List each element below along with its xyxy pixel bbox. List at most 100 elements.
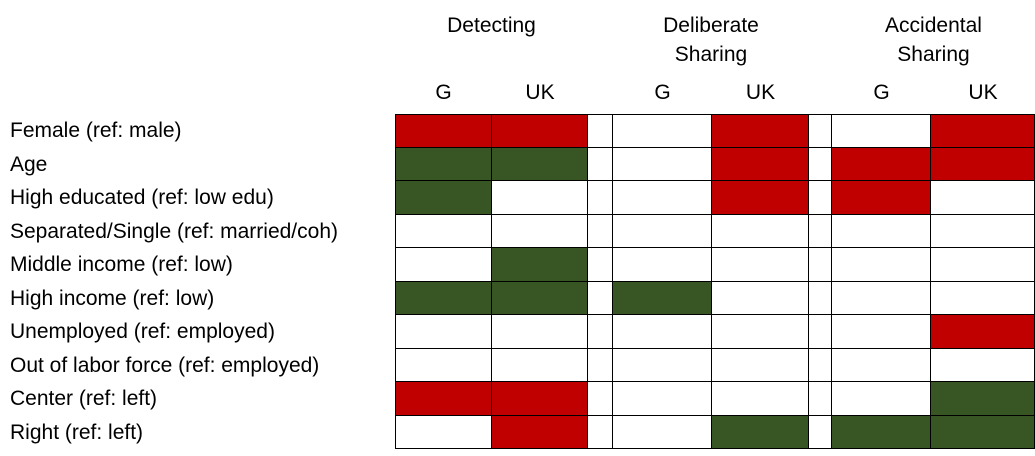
heatmap-cell <box>832 315 931 349</box>
heatmap-cell <box>832 114 931 148</box>
spacer-cell <box>809 382 832 416</box>
heatmap-cell <box>492 382 588 416</box>
group-header-deliberate-sharing: Deliberate Sharing <box>613 6 809 72</box>
heatmap-cell <box>492 281 588 315</box>
heatmap-cell <box>832 181 931 215</box>
row-label: Right (ref: left) <box>10 420 144 444</box>
spacer-cell <box>809 214 832 248</box>
heatmap-cell <box>712 147 809 181</box>
group-header-detecting: Detecting <box>395 6 588 72</box>
heatmap-cell <box>395 147 492 181</box>
heatmap-cell <box>492 348 588 382</box>
heatmap-cell <box>613 114 712 148</box>
heatmap-cell <box>613 382 712 416</box>
heatmap-cell <box>613 415 712 449</box>
spacer-cell <box>588 114 613 148</box>
heatmap-cell <box>712 181 809 215</box>
spacer-cell <box>588 315 613 349</box>
heatmap-cell <box>613 214 712 248</box>
heatmap-cell <box>712 315 809 349</box>
heatmap-cell <box>395 281 492 315</box>
heatmap-cell <box>395 248 492 282</box>
spacer-cell <box>588 382 613 416</box>
heatmap-cell <box>613 147 712 181</box>
heatmap-cell <box>712 415 809 449</box>
spacer-cell <box>588 248 613 282</box>
spacer-cell <box>588 181 613 215</box>
group-header-line1: Detecting <box>447 14 536 37</box>
heatmap-cell <box>492 114 588 148</box>
heatmap-cell <box>395 214 492 248</box>
row-label: Center (ref: left) <box>10 387 158 410</box>
group-header-accidental-sharing: Accidental Sharing <box>832 6 1035 72</box>
row-label: Unemployed (ref: employed) <box>10 320 275 343</box>
heatmap-cell <box>395 114 492 148</box>
spacer-cell <box>588 281 613 315</box>
row-label: Out of labor force (ref: employed) <box>10 353 320 377</box>
heatmap-cell <box>613 315 712 349</box>
row-label: High educated (ref: low edu) <box>10 186 274 209</box>
spacer-cell <box>588 348 613 382</box>
heatmap-cell <box>832 281 931 315</box>
heatmap-cell <box>712 281 809 315</box>
heatmap-cell <box>712 114 809 148</box>
country-header: UK <box>525 81 555 104</box>
heatmap-cell <box>395 181 492 215</box>
heatmap-cell <box>613 248 712 282</box>
spacer-cell <box>588 214 613 248</box>
heatmap-cell <box>613 281 712 315</box>
row-label: High income (ref: low) <box>10 286 215 310</box>
heatmap-cell <box>712 382 809 416</box>
row-label: Middle income (ref: low) <box>10 253 233 276</box>
heatmap-cell <box>492 415 588 449</box>
group-header-line1: Deliberate <box>663 14 759 37</box>
spacer-cell <box>588 415 613 449</box>
heatmap-cell <box>931 147 1035 181</box>
row-label: Female (ref: male) <box>10 119 182 142</box>
heatmap-grid: Detecting Deliberate Sharing Accidental … <box>0 6 1035 449</box>
row-label: Age <box>10 152 48 176</box>
heatmap-cell <box>492 147 588 181</box>
spacer-cell <box>809 415 832 449</box>
spacer-cell <box>809 248 832 282</box>
spacer-cell <box>809 281 832 315</box>
heatmap-cell <box>931 348 1035 382</box>
heatmap-cell <box>931 281 1035 315</box>
heatmap-cell <box>395 348 492 382</box>
heatmap-cell <box>931 248 1035 282</box>
heatmap-cell <box>613 181 712 215</box>
heatmap-cell <box>492 181 588 215</box>
country-header: G <box>873 81 890 104</box>
heatmap-cell <box>931 181 1035 215</box>
heatmap-cell <box>492 248 588 282</box>
heatmap-cell <box>712 214 809 248</box>
country-header: G <box>654 81 671 104</box>
heatmap-cell <box>832 415 931 449</box>
heatmap-cell <box>931 214 1035 248</box>
country-header: UK <box>968 81 998 104</box>
heatmap-cell <box>395 382 492 416</box>
group-header-line2: Sharing <box>674 43 748 66</box>
spacer-cell <box>809 348 832 382</box>
heatmap-cell <box>832 214 931 248</box>
heatmap-cell <box>931 382 1035 416</box>
heatmap-cell <box>712 248 809 282</box>
heatmap-cell <box>931 415 1035 449</box>
heatmap-cell <box>395 415 492 449</box>
heatmap-cell <box>395 315 492 349</box>
heatmap-cell <box>712 348 809 382</box>
heatmap-cell <box>832 147 931 181</box>
spacer-cell <box>809 114 832 148</box>
heatmap-cell <box>492 315 588 349</box>
heatmap-cell <box>832 382 931 416</box>
heatmap-cell <box>613 348 712 382</box>
spacer-cell <box>809 315 832 349</box>
heatmap-cell <box>931 114 1035 148</box>
spacer-cell <box>588 147 613 181</box>
row-label: Separated/Single (ref: married/coh) <box>10 219 338 243</box>
group-header-line2: Sharing <box>897 43 970 66</box>
group-header-line1: Accidental <box>885 14 982 37</box>
spacer-cell <box>809 181 832 215</box>
country-header: G <box>435 81 452 104</box>
